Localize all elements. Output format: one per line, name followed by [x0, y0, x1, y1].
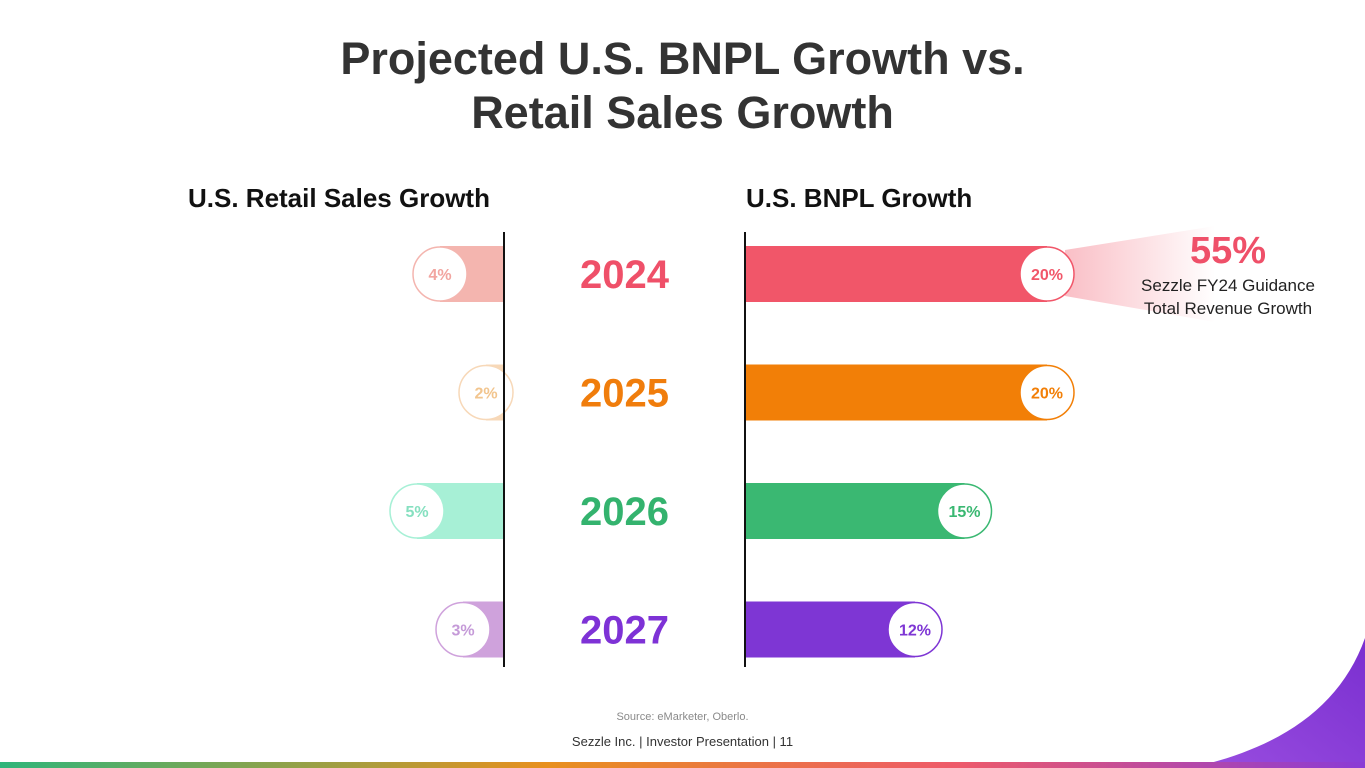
year-label-2026: 2026: [580, 490, 669, 534]
retail-value-label-2027: 3%: [451, 623, 474, 640]
bnpl-value-label-2025: 20%: [1031, 386, 1063, 403]
retail-value-pill-2024: [412, 246, 468, 302]
footer-text: Sezzle Inc. | Investor Presentation | 11: [571, 734, 794, 749]
bnpl-value-label-2027: 12%: [899, 623, 931, 640]
bnpl-bar-2026: [745, 483, 965, 539]
retail-value-label-2026: 5%: [405, 504, 428, 521]
year-label-2024: 2024: [580, 253, 670, 297]
year-labels: 2024 2025 2026 2027: [580, 253, 670, 653]
retail-bars: 4% 2% 5% 3%: [389, 246, 514, 658]
callout-label-line-1: Sezzle FY24 Guidance: [1141, 276, 1315, 295]
source-note: Source: eMarketer, Oberlo.: [616, 711, 749, 723]
bnpl-growth-heading: U.S. BNPL Growth: [746, 183, 973, 213]
bnpl-bar-2024: [745, 246, 1047, 302]
retail-value-pill-2027: [435, 601, 491, 658]
retail-value-pill-2025: [458, 364, 514, 421]
title-line-1: Projected U.S. BNPL Growth vs.: [340, 33, 1025, 84]
page-title: Projected U.S. BNPL Growth vs. Retail Sa…: [0, 32, 1365, 140]
callout-label: Sezzle FY24 Guidance Total Revenue Growt…: [1128, 274, 1328, 320]
title-line-2: Retail Sales Growth: [471, 87, 894, 138]
retail-value-label-2024: 4%: [428, 267, 451, 284]
bnpl-bar-2027: [745, 601, 915, 658]
year-label-2025: 2025: [580, 372, 669, 416]
bnpl-bars: 20% 20% 15% 12%: [745, 246, 1075, 658]
bnpl-value-label-2024: 20%: [1031, 267, 1063, 284]
year-label-2027: 2027: [580, 609, 669, 653]
bnpl-value-label-2026: 15%: [948, 504, 980, 521]
retail-value-pill-2026: [389, 483, 445, 539]
bnpl-value-pill-2024: [1019, 246, 1075, 302]
bnpl-value-pill-2027: [887, 601, 943, 658]
callout-highlight: [1065, 226, 1215, 322]
callout-value: 55%: [1189, 230, 1267, 272]
revenue-guidance-callout: 55% Sezzle FY24 Guidance Total Revenue G…: [1128, 230, 1328, 320]
bottom-gradient-bar: [0, 762, 1365, 768]
corner-decoration: [1190, 638, 1365, 768]
bnpl-value-pill-2026: [936, 483, 993, 539]
retail-sales-heading: U.S. Retail Sales Growth: [188, 183, 490, 213]
retail-value-label-2025: 2%: [474, 386, 497, 403]
callout-label-line-2: Total Revenue Growth: [1143, 299, 1313, 318]
bnpl-value-pill-2025: [1019, 364, 1075, 421]
bnpl-bar-2025: [745, 364, 1047, 421]
